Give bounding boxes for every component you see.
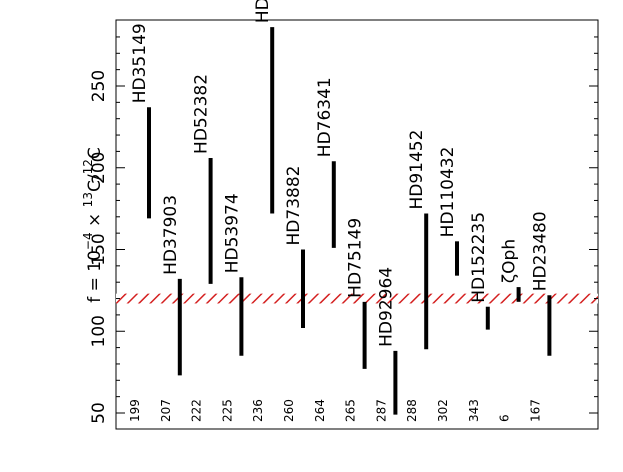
star-id-label: 287 [374, 399, 388, 422]
y-tick-label: 200 [89, 152, 109, 184]
star-id-label: 6 [498, 414, 512, 422]
star-label: HD110432 [438, 147, 458, 238]
y-tick-label: 250 [89, 70, 109, 102]
star-id-label: 288 [405, 399, 419, 422]
y-tick-label: 150 [89, 233, 109, 265]
plot-frame [115, 19, 599, 430]
star-id-label: 199 [128, 399, 142, 422]
star-id-label: 225 [220, 399, 234, 422]
star-label: HD23480 [530, 211, 550, 291]
star-label: HD75149 [346, 218, 366, 298]
star-label: HD37903 [161, 195, 181, 275]
star-label: HD152235 [469, 212, 489, 303]
star-label: HD91452 [407, 130, 427, 210]
star-id-label: 167 [528, 399, 542, 422]
reference-band [116, 293, 598, 304]
y-axis-label: f = 10−4 × 13C/12C [81, 147, 105, 302]
star-label: HD58510 [253, 0, 273, 23]
star-label: HD52382 [192, 74, 212, 154]
y-tick-label: 50 [89, 402, 109, 424]
star-labels: HD35149 199 HD37903 207 HD52382 222 HD53974 225… [128, 0, 550, 422]
star-id-label: 302 [436, 399, 450, 422]
star-label: HD53974 [222, 193, 242, 273]
star-label: HD92964 [376, 267, 396, 347]
range-bars [147, 27, 552, 415]
star-id-label: 343 [467, 399, 481, 422]
star-id-label: 265 [344, 399, 358, 422]
star-id-label: 207 [159, 399, 173, 422]
star-label: HD76341 [315, 77, 335, 157]
star-label: HD35149 [130, 23, 150, 103]
star-id-label: 222 [190, 399, 204, 422]
star-id-label: 264 [313, 399, 327, 422]
y-tick-label: 100 [89, 315, 109, 347]
star-id-label: 260 [282, 399, 296, 422]
star-label: ζOph [500, 239, 520, 283]
star-id-label: 236 [251, 399, 265, 422]
y-axis-ticks: 50 100 150 200 250 [89, 36, 598, 424]
star-label: HD73882 [284, 166, 304, 246]
